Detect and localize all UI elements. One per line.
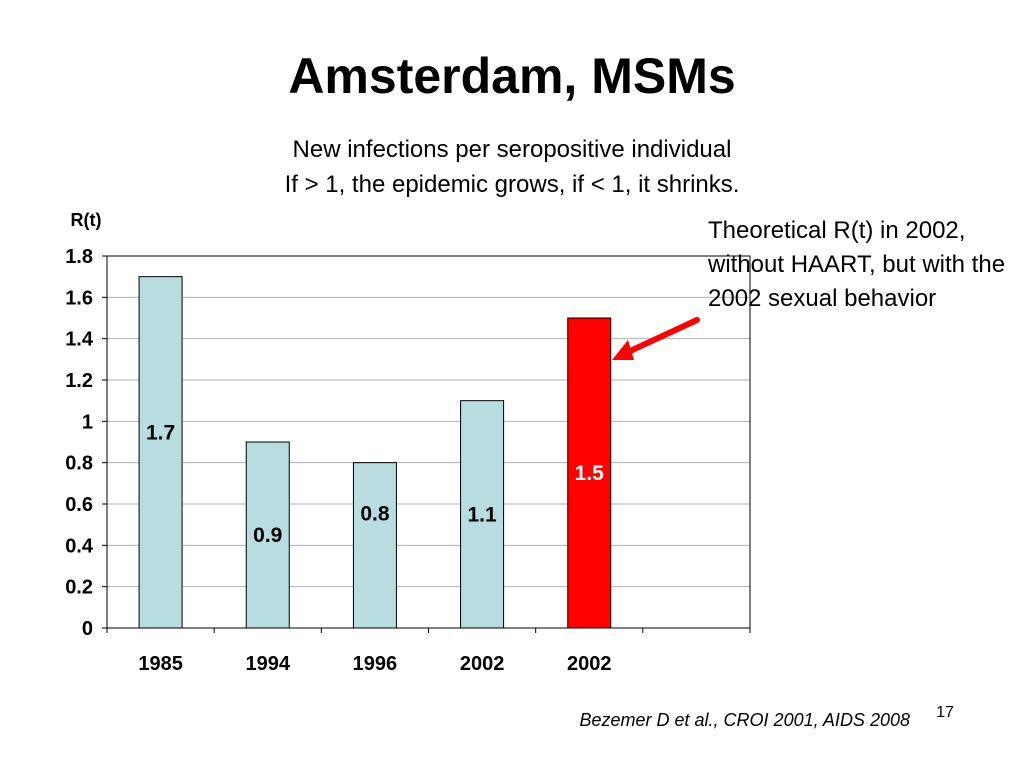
y-tick-label: 1.2 (65, 370, 93, 392)
bars: 1985 1994 1996 2002 2002 (138, 276, 612, 675)
x-tick-label: 1996 (353, 653, 398, 675)
data-label: 1.1 (467, 503, 497, 526)
bar (245, 441, 290, 629)
data-label: 0.8 (360, 502, 390, 525)
citation: Bezemer D et al., CROI 2001, AIDS 2008 (579, 710, 911, 730)
x-tick-label: 1985 (138, 653, 183, 675)
x-tick-label: 2002 (567, 653, 612, 675)
gridlines (107, 296, 750, 588)
y-tick-label: 1.8 (65, 246, 93, 268)
y-tick-label: 0.2 (65, 577, 93, 599)
y-tick-label: 0 (82, 618, 93, 640)
y-tick-label: 1.6 (65, 287, 93, 309)
annotation-text: Theoretical R(t) in 2002, without HAART,… (708, 217, 1006, 312)
data-labels: 1.7 0.9 0.8 1.1 1.5 (146, 421, 604, 547)
bar (138, 276, 183, 629)
bar-highlight (567, 317, 612, 629)
annotation-arrow (612, 317, 700, 360)
bar (460, 400, 505, 629)
bar (352, 462, 397, 629)
y-tick-label: 0.8 (65, 453, 93, 475)
y-tick-label: 0.4 (65, 535, 94, 557)
x-tick-label: 2002 (460, 653, 505, 675)
y-tick-label: 1.4 (65, 329, 94, 351)
subtitle-line-2: If > 1, the epidemic grows, if < 1, it s… (284, 171, 740, 198)
plot-frame (106, 255, 751, 629)
data-label: 1.7 (146, 421, 175, 444)
y-axis-label: R(t) (71, 210, 102, 230)
y-tick-label: 0.6 (65, 494, 93, 516)
x-tick-label: 1994 (246, 653, 291, 675)
data-label: 0.9 (253, 524, 282, 547)
y-axis-ticks: 0 0.2 0.4 0.6 0.8 1 1.2 1.4 1.6 1.8 (65, 246, 107, 640)
y-tick-label: 1 (82, 411, 93, 433)
x-axis-ticks (106, 628, 751, 633)
data-label: 1.5 (575, 462, 605, 485)
subtitle-line-1: New infections per seropositive individu… (292, 136, 732, 163)
page-number: 17 (936, 704, 954, 721)
slide-title: Amsterdam, MSMs (288, 48, 736, 104)
